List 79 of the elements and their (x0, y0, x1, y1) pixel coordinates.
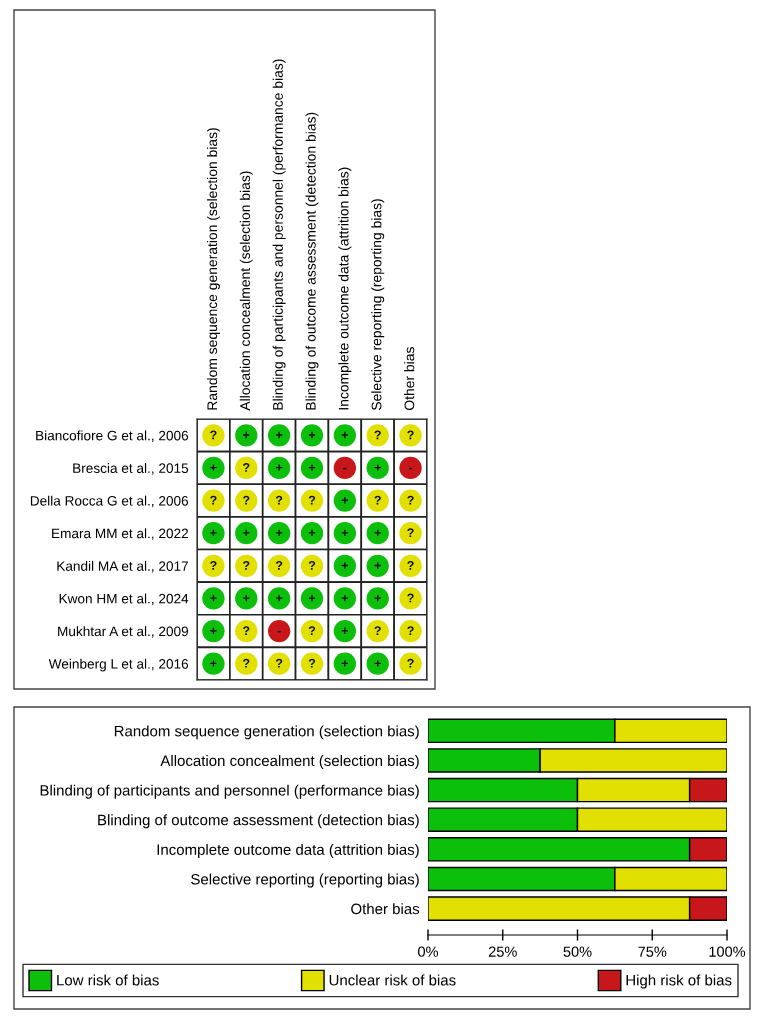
text: - (343, 467, 347, 470)
text: + (276, 464, 283, 471)
y-tick-label: Incomplete outcome data (attrition bias) (157, 843, 419, 858)
text: ? (407, 593, 414, 603)
text: + (210, 594, 217, 602)
y-tick-label: Other bias (351, 903, 420, 915)
text: + (374, 562, 381, 569)
y-tick-label: Allocation concealment (selection bias) (160, 755, 419, 769)
text: - (408, 467, 413, 470)
x-tick-label: 50% (563, 946, 592, 957)
text: ? (308, 560, 316, 570)
text: + (341, 431, 348, 439)
text: + (276, 594, 283, 602)
text: + (308, 594, 316, 602)
text: ? (374, 430, 381, 440)
y-tick-label: Blinding of outcome assessment (detection bias) (98, 814, 419, 829)
text: ? (308, 495, 316, 505)
text: ? (243, 560, 250, 570)
x-tick-label: 100% (709, 946, 746, 957)
text: - (277, 630, 281, 633)
text: ? (243, 495, 250, 505)
text: ? (210, 430, 217, 440)
text: + (341, 660, 348, 667)
text: ? (407, 430, 414, 440)
legend-label: High risk of bias (626, 974, 732, 989)
x-tick-label: 75% (638, 946, 667, 957)
text: + (341, 529, 348, 537)
y-tick-label: Della Rocca G et al., 2006 (30, 495, 189, 508)
x-tick-label: 0% (418, 946, 439, 957)
y-tick-label: Emara MM et al., 2022 (52, 528, 188, 540)
text: + (308, 529, 316, 537)
text: + (243, 529, 250, 537)
legend-label: Unclear risk of bias (329, 974, 456, 986)
legend-label: Low risk of bias (57, 974, 159, 986)
text: ? (275, 495, 283, 505)
text: ? (374, 495, 381, 505)
text: + (374, 529, 381, 537)
text: ? (374, 626, 381, 635)
y-tick-label: Biancofiore G et al., 2006 (36, 430, 189, 442)
text: + (210, 627, 217, 634)
text: ? (243, 626, 250, 635)
y-tick-label: Weinberg L et al., 2016 (48, 658, 189, 672)
text: + (210, 660, 217, 667)
text: + (341, 627, 348, 634)
text: + (308, 431, 316, 439)
text: + (243, 594, 250, 602)
text: ? (243, 463, 250, 472)
y-tick-label: Selective reporting (reporting bias) (191, 873, 419, 888)
y-tick-label: Blinding of participants and personnel (performance bias) (40, 784, 419, 799)
y-tick-label: Kandil MA et al., 2017 (57, 560, 188, 573)
text: + (341, 497, 348, 504)
text: + (276, 431, 283, 439)
text: ? (210, 495, 217, 505)
text: + (276, 529, 283, 537)
text: ? (308, 626, 316, 635)
y-tick-label: Random sequence generation (selection bias) (114, 725, 419, 740)
text: ? (308, 658, 316, 668)
y-tick-label: Mukhtar A et al., 2009 (58, 626, 189, 638)
text: ? (407, 626, 414, 635)
text: + (210, 464, 217, 471)
text: + (308, 464, 316, 471)
text: + (243, 431, 250, 439)
text: + (374, 660, 381, 667)
text: + (374, 464, 381, 471)
text: ? (407, 560, 414, 570)
text: ? (407, 495, 414, 505)
text: + (341, 562, 348, 569)
text: ? (210, 560, 217, 570)
text: + (341, 594, 348, 602)
text: ? (275, 560, 283, 570)
text: + (374, 594, 381, 602)
text: ? (407, 658, 414, 668)
text: ? (407, 528, 414, 538)
y-tick-label: Kwon HM et al., 2024 (59, 593, 189, 606)
x-tick-label: 25% (488, 946, 517, 957)
text: + (210, 529, 217, 537)
text: ? (275, 658, 283, 668)
y-tick-label: Brescia et al., 2015 (73, 463, 189, 475)
text: ? (243, 658, 250, 668)
